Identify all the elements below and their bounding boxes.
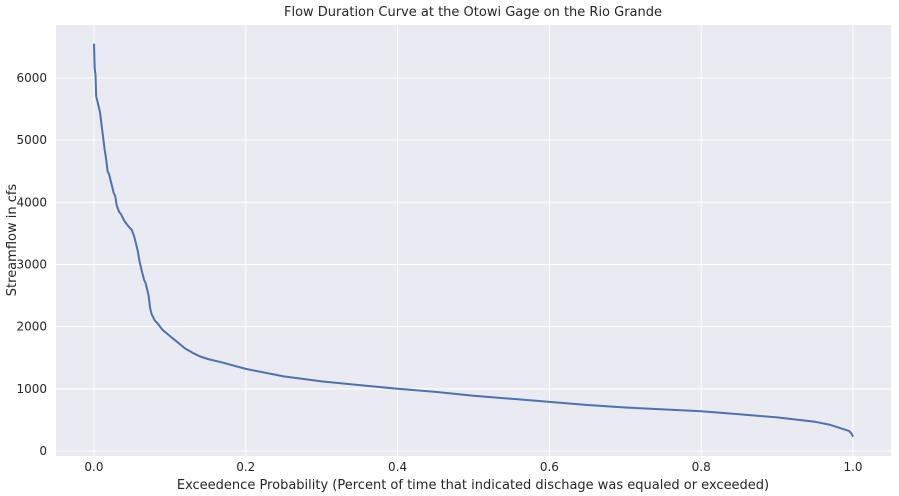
x-tick-label: 0.8 [692, 460, 711, 474]
series-layer [93, 43, 854, 438]
x-tick-label: 0.6 [540, 460, 559, 474]
x-tick-label: 0.2 [236, 460, 255, 474]
flow-duration-line [93, 43, 854, 438]
y-tick-label: 0 [39, 444, 47, 458]
y-tick-label: 5000 [16, 133, 47, 147]
y-tick-label: 6000 [16, 71, 47, 85]
y-axis-label: Streamflow in cfs [5, 184, 20, 297]
x-axis-label: Exceedence Probability (Percent of time … [177, 478, 769, 493]
y-tick-label: 2000 [16, 320, 47, 334]
y-tick-label: 4000 [16, 195, 47, 209]
x-tick-labels: 0.0 0.2 0.4 0.6 0.8 1.0 [84, 460, 862, 474]
y-tick-labels: 0 1000 2000 3000 4000 5000 6000 [16, 71, 47, 458]
y-tick-label: 3000 [16, 257, 47, 271]
plot-background [56, 25, 891, 456]
x-tick-label: 0.4 [388, 460, 407, 474]
chart-title: Flow Duration Curve at the Otowi Gage on… [284, 5, 662, 20]
y-tick-label: 1000 [16, 382, 47, 396]
x-tick-label: 1.0 [843, 460, 862, 474]
x-tick-label: 0.0 [84, 460, 103, 474]
grid-lines [56, 25, 891, 456]
